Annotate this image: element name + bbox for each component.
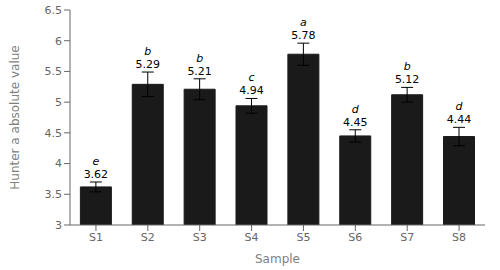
svg-text:5.21: 5.21 — [187, 65, 212, 78]
svg-text:Hunter a absolute value: Hunter a absolute value — [8, 45, 22, 189]
svg-text:S6: S6 — [348, 231, 362, 244]
svg-text:3: 3 — [55, 219, 62, 232]
svg-text:3.62: 3.62 — [84, 168, 109, 181]
svg-text:6: 6 — [55, 35, 62, 48]
svg-text:4.45: 4.45 — [343, 116, 368, 129]
svg-text:S2: S2 — [141, 231, 155, 244]
svg-text:b: b — [144, 45, 151, 58]
svg-text:3.5: 3.5 — [45, 188, 63, 201]
svg-text:d: d — [456, 100, 464, 113]
svg-text:4.94: 4.94 — [239, 84, 264, 97]
svg-text:S3: S3 — [193, 231, 207, 244]
svg-text:5.29: 5.29 — [136, 58, 161, 71]
svg-text:a: a — [300, 16, 307, 29]
svg-text:5.5: 5.5 — [45, 65, 63, 78]
svg-text:4: 4 — [55, 157, 62, 170]
svg-text:d: d — [352, 103, 360, 116]
svg-text:5.12: 5.12 — [395, 73, 420, 86]
svg-text:5.78: 5.78 — [291, 29, 316, 42]
svg-text:Sample: Sample — [255, 252, 300, 266]
svg-text:b: b — [404, 60, 411, 73]
svg-text:b: b — [196, 52, 203, 65]
svg-text:S7: S7 — [400, 231, 414, 244]
svg-text:S1: S1 — [89, 231, 103, 244]
svg-text:4.5: 4.5 — [45, 127, 63, 140]
svg-text:e: e — [92, 155, 99, 168]
svg-text:S4: S4 — [245, 231, 259, 244]
svg-text:c: c — [248, 71, 254, 84]
svg-text:S5: S5 — [296, 231, 310, 244]
svg-text:6.5: 6.5 — [45, 4, 63, 17]
svg-text:4.44: 4.44 — [447, 113, 472, 126]
svg-text:S8: S8 — [452, 231, 466, 244]
svg-text:5: 5 — [55, 96, 62, 109]
